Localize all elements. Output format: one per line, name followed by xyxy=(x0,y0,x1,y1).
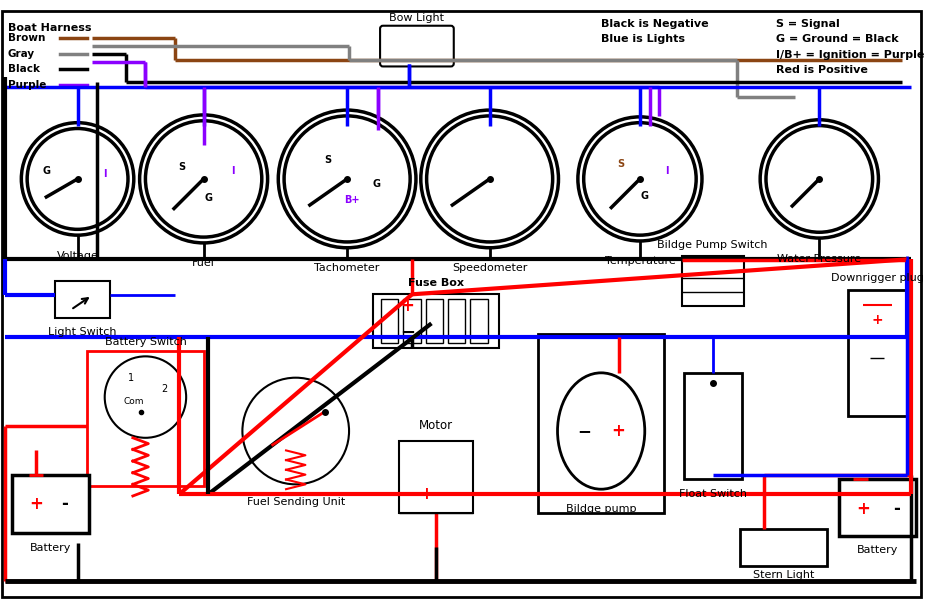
Text: Battery: Battery xyxy=(857,545,898,556)
Text: Gray: Gray xyxy=(8,49,35,59)
Text: I/B+ = Ignition = Purple: I/B+ = Ignition = Purple xyxy=(776,50,924,60)
Text: G = Ground = Black: G = Ground = Black xyxy=(776,35,899,44)
Text: Bildge Pump Switch: Bildge Pump Switch xyxy=(658,240,768,250)
FancyBboxPatch shape xyxy=(380,26,454,66)
Bar xyxy=(88,351,204,486)
Text: Bow Light: Bow Light xyxy=(389,13,445,23)
Bar xyxy=(839,480,916,536)
Circle shape xyxy=(284,116,410,242)
Text: +: + xyxy=(400,297,414,315)
Text: B+: B+ xyxy=(345,195,360,206)
Text: Downrigger plug: Downrigger plug xyxy=(831,272,923,283)
Text: Motor: Motor xyxy=(419,419,453,432)
Text: +: + xyxy=(856,500,870,517)
Text: Tachometer: Tachometer xyxy=(314,263,380,273)
Text: Boat Harness: Boat Harness xyxy=(8,23,91,33)
Text: S: S xyxy=(325,154,331,165)
Text: +: + xyxy=(611,422,625,440)
Text: -: - xyxy=(893,500,901,517)
Text: Black: Black xyxy=(8,64,40,74)
Text: Battery: Battery xyxy=(30,542,71,553)
Text: -: - xyxy=(62,495,69,513)
Bar xyxy=(740,529,827,566)
Text: I: I xyxy=(103,169,107,179)
Text: Float Switch: Float Switch xyxy=(679,489,746,499)
Text: +: + xyxy=(29,495,43,513)
Text: G: G xyxy=(641,192,648,201)
Text: I: I xyxy=(665,166,669,176)
Bar xyxy=(682,255,744,306)
Text: Purple: Purple xyxy=(8,80,46,90)
Text: S: S xyxy=(617,159,625,170)
Circle shape xyxy=(426,116,553,242)
Text: Battery Switch: Battery Switch xyxy=(105,337,187,347)
Bar xyxy=(426,299,443,343)
Circle shape xyxy=(28,128,128,229)
Text: I: I xyxy=(231,166,234,176)
Text: Fuel: Fuel xyxy=(192,258,215,268)
Text: 2: 2 xyxy=(162,384,168,395)
Bar xyxy=(11,475,89,533)
Bar xyxy=(404,299,421,343)
Text: −: − xyxy=(577,422,590,440)
Text: Red is Positive: Red is Positive xyxy=(776,66,867,75)
Bar xyxy=(848,291,906,416)
Text: G: G xyxy=(43,166,50,176)
Text: Water Pressure: Water Pressure xyxy=(777,254,862,264)
Text: G: G xyxy=(372,179,380,188)
Bar xyxy=(448,299,466,343)
Text: Fuse Box: Fuse Box xyxy=(408,278,465,288)
Text: S = Signal: S = Signal xyxy=(776,19,840,29)
Bar xyxy=(55,281,109,317)
Text: Voltage: Voltage xyxy=(56,250,98,261)
Text: Blue is Lights: Blue is Lights xyxy=(601,35,685,44)
Bar xyxy=(538,334,664,513)
Circle shape xyxy=(766,126,873,232)
Text: Temperature: Temperature xyxy=(605,257,675,266)
Text: Com: Com xyxy=(124,398,144,406)
Bar xyxy=(470,299,487,343)
Bar xyxy=(400,441,473,513)
Text: Speedometer: Speedometer xyxy=(452,263,527,273)
Text: S: S xyxy=(179,162,186,172)
Circle shape xyxy=(146,121,262,237)
Text: +: + xyxy=(420,485,433,503)
Bar xyxy=(684,373,742,480)
Circle shape xyxy=(584,123,696,235)
Text: Fuel Sending Unit: Fuel Sending Unit xyxy=(247,497,345,507)
Bar xyxy=(373,294,500,348)
Bar xyxy=(381,299,399,343)
Text: Stern Light: Stern Light xyxy=(753,570,814,579)
Text: 1: 1 xyxy=(128,373,134,382)
Text: Black is Negative: Black is Negative xyxy=(601,19,709,29)
Text: Brown: Brown xyxy=(8,33,45,43)
Text: +: + xyxy=(872,313,883,326)
Text: G: G xyxy=(205,193,212,203)
Text: Bildge pump: Bildge pump xyxy=(565,504,636,514)
Text: −: − xyxy=(400,324,415,342)
Text: Light Switch: Light Switch xyxy=(49,327,117,337)
